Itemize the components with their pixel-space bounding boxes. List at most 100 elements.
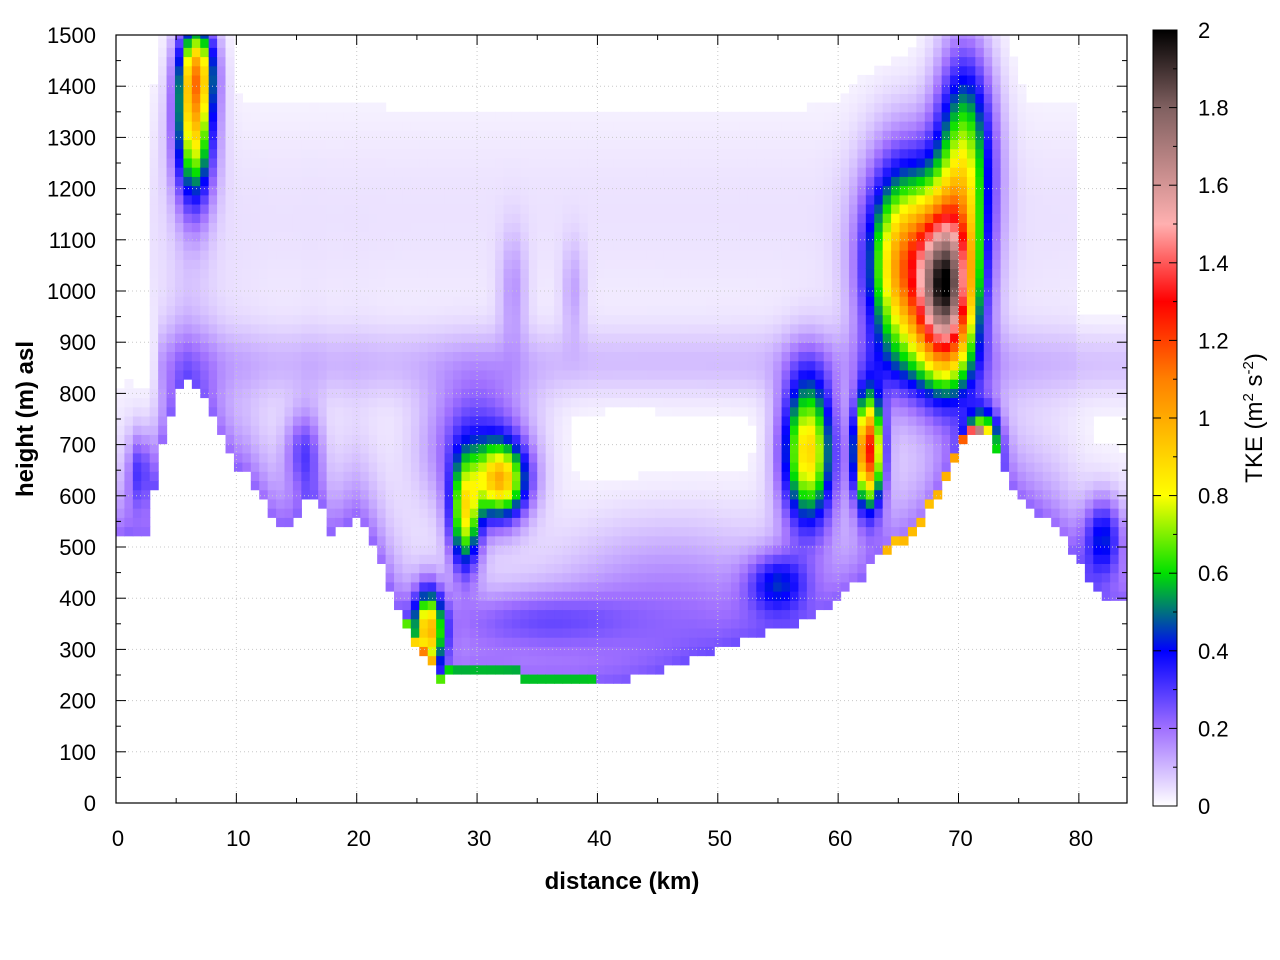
heatmap-cell xyxy=(309,130,319,141)
heatmap-cell xyxy=(907,194,917,205)
heatmap-cell xyxy=(764,268,774,279)
heatmap-cell xyxy=(427,498,437,509)
heatmap-cell xyxy=(233,194,243,205)
heatmap-cell xyxy=(478,498,488,509)
heatmap-cell xyxy=(419,627,429,638)
heatmap-cell xyxy=(208,351,218,362)
heatmap-cell xyxy=(596,526,606,537)
heatmap-cell xyxy=(672,185,682,196)
heatmap-cell xyxy=(688,581,698,592)
heatmap-cell xyxy=(907,111,917,122)
heatmap-cell xyxy=(806,480,816,491)
heatmap-cell xyxy=(545,167,555,177)
heatmap-cell xyxy=(436,167,446,177)
heatmap-cell xyxy=(250,194,260,205)
heatmap-cell xyxy=(587,554,597,564)
heatmap-cell xyxy=(874,443,884,454)
heatmap-cell xyxy=(520,277,530,288)
heatmap-cell xyxy=(629,342,639,353)
heatmap-cell xyxy=(899,111,909,122)
heatmap-cell xyxy=(410,452,420,463)
heatmap-cell xyxy=(806,305,816,316)
heatmap-cell xyxy=(394,360,404,371)
heatmap-cell xyxy=(646,194,656,205)
heatmap-cell xyxy=(158,268,168,279)
heatmap-cell xyxy=(528,572,538,583)
heatmap-cell xyxy=(469,563,479,574)
heatmap-cell xyxy=(410,388,420,399)
heatmap-cell xyxy=(520,627,530,638)
heatmap-cell xyxy=(714,259,724,270)
heatmap-cell xyxy=(882,452,892,463)
heatmap-cell xyxy=(520,600,530,611)
heatmap-cell xyxy=(267,462,277,472)
heatmap-cell xyxy=(351,203,361,214)
heatmap-cell xyxy=(680,203,690,214)
heatmap-cell xyxy=(840,415,850,426)
heatmap-cell xyxy=(621,286,631,297)
heatmap-cell xyxy=(377,425,387,435)
heatmap-cell xyxy=(823,443,833,454)
heatmap-cell xyxy=(638,148,648,159)
heatmap-cell xyxy=(545,351,555,362)
heatmap-cell xyxy=(705,563,715,574)
heatmap-cell xyxy=(166,222,176,233)
heatmap-cell xyxy=(545,231,555,242)
heatmap-cell xyxy=(183,157,193,168)
heatmap-cell xyxy=(916,157,926,168)
heatmap-cell xyxy=(764,240,774,251)
heatmap-cell xyxy=(520,535,530,546)
heatmap-cell xyxy=(351,213,361,223)
heatmap-cell xyxy=(613,673,623,684)
heatmap-cell xyxy=(916,498,926,509)
heatmap-cell xyxy=(385,462,395,472)
heatmap-cell xyxy=(208,38,218,48)
heatmap-cell xyxy=(360,231,370,242)
heatmap-cell xyxy=(242,351,252,362)
heatmap-cell xyxy=(815,360,825,371)
heatmap-cell xyxy=(174,167,184,177)
heatmap-cell xyxy=(478,379,488,389)
heatmap-cell xyxy=(469,194,479,205)
heatmap-cell xyxy=(756,434,766,445)
heatmap-cell xyxy=(537,397,547,408)
heatmap-cell xyxy=(857,268,867,279)
heatmap-cell xyxy=(402,462,412,472)
heatmap-cell xyxy=(596,332,606,343)
heatmap-cell xyxy=(309,489,319,500)
heatmap-cell xyxy=(562,489,572,500)
heatmap-cell xyxy=(731,480,741,491)
heatmap-cell xyxy=(882,379,892,389)
heatmap-cell xyxy=(343,332,353,343)
heatmap-cell xyxy=(360,314,370,325)
heatmap-cell xyxy=(857,434,867,445)
heatmap-cell xyxy=(731,379,741,389)
heatmap-cell xyxy=(225,296,235,306)
heatmap-cell xyxy=(697,480,707,491)
heatmap-cell xyxy=(790,231,800,242)
heatmap-cell xyxy=(292,139,302,150)
heatmap-cell xyxy=(773,305,783,316)
heatmap-cell xyxy=(242,213,252,223)
heatmap-cell xyxy=(613,259,623,270)
heatmap-cell xyxy=(469,222,479,233)
heatmap-cell xyxy=(798,609,808,620)
heatmap-cell xyxy=(419,121,429,131)
heatmap-cell xyxy=(158,203,168,214)
heatmap-cell xyxy=(436,498,446,509)
heatmap-cell xyxy=(655,563,665,574)
heatmap-cell xyxy=(815,591,825,601)
heatmap-cell xyxy=(360,332,370,343)
heatmap-cell xyxy=(284,121,294,131)
heatmap-cell xyxy=(680,489,690,500)
heatmap-cell xyxy=(545,259,555,270)
heatmap-cell xyxy=(790,240,800,251)
heatmap-cell xyxy=(680,222,690,233)
heatmap-cell xyxy=(621,167,631,177)
heatmap-cell xyxy=(511,139,521,150)
heatmap-cell xyxy=(629,508,639,518)
heatmap-cell xyxy=(486,213,496,223)
heatmap-cell xyxy=(697,591,707,601)
heatmap-cell xyxy=(798,286,808,297)
heatmap-cell xyxy=(629,572,639,583)
